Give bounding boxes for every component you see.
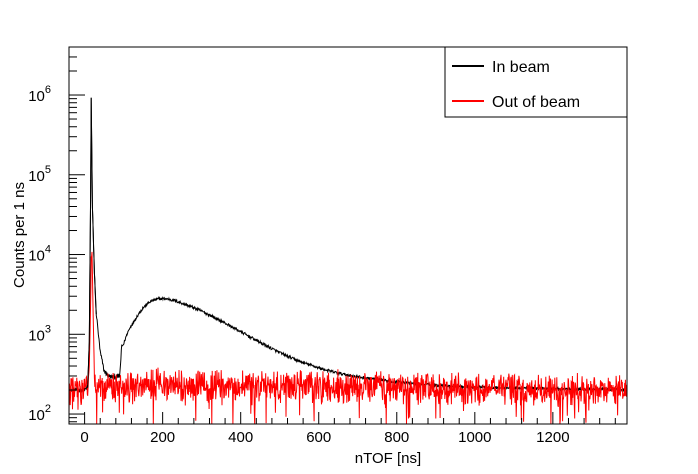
series-layer bbox=[68, 97, 628, 425]
x-tick-label: 400 bbox=[228, 429, 253, 446]
y-tick-label: 103 bbox=[28, 323, 51, 344]
y-tick-label: 106 bbox=[28, 84, 51, 105]
y-axis-ticks: 102 103 104 105 106 bbox=[28, 46, 85, 424]
x-tick-label: 600 bbox=[306, 429, 331, 446]
x-tick-label: 200 bbox=[150, 429, 175, 446]
y-tick-label: 105 bbox=[28, 164, 51, 185]
legend: In beam Out of beam bbox=[444, 46, 628, 118]
plot-frame bbox=[68, 46, 628, 425]
x-tick-label: 0 bbox=[80, 429, 88, 446]
x-axis-ticks: 0 200 400 600 800 1000 1200 bbox=[68, 412, 616, 446]
x-tick-label: 1000 bbox=[458, 429, 491, 446]
x-axis-title: nTOF [ns] bbox=[355, 450, 421, 467]
y-axis-title: Counts per 1 ns bbox=[11, 182, 28, 288]
x-tick-label: 800 bbox=[384, 429, 409, 446]
x-tick-label: 1200 bbox=[536, 429, 569, 446]
y-tick-label: 102 bbox=[28, 403, 51, 424]
legend-label-in-beam: In beam bbox=[492, 59, 550, 76]
legend-label-out-of-beam: Out of beam bbox=[492, 94, 580, 111]
series-in-beam-peak bbox=[86, 97, 97, 389]
y-tick-label: 104 bbox=[28, 244, 51, 265]
series-out-of-beam bbox=[68, 251, 628, 425]
legend-box bbox=[444, 46, 628, 118]
